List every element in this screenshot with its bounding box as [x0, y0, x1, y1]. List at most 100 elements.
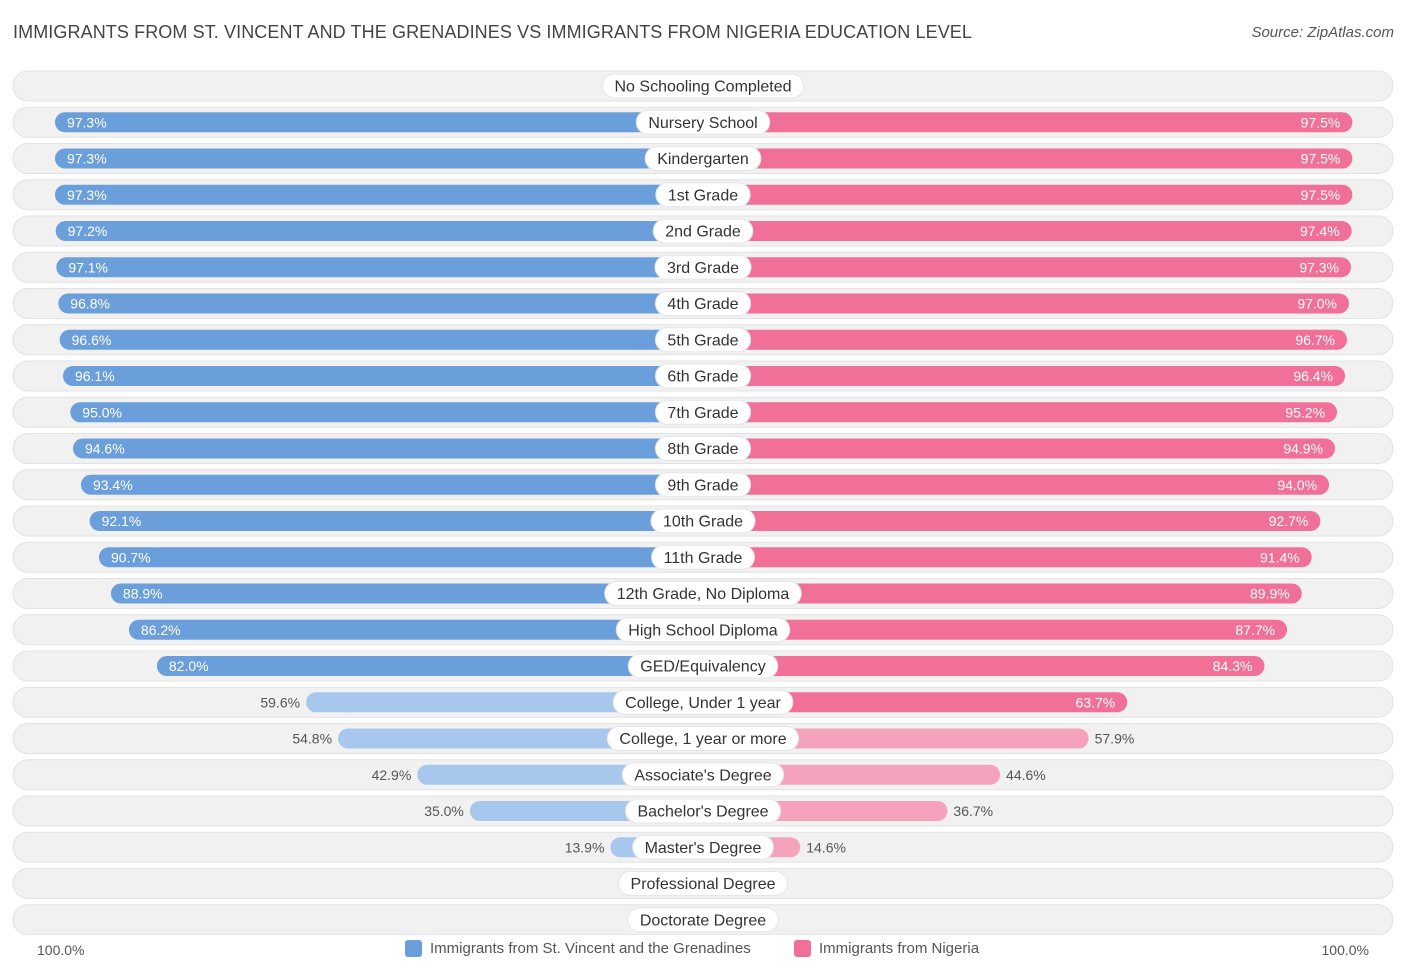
bar-right	[703, 583, 1302, 604]
category-label: 3rd Grade	[667, 260, 739, 277]
category-pill	[606, 726, 800, 751]
category-pill	[651, 544, 755, 570]
category-pill	[627, 907, 779, 933]
category-pill	[627, 653, 779, 679]
value-label-left: 59.6%	[260, 694, 300, 710]
category-pill	[654, 254, 752, 280]
bar-left	[70, 402, 704, 423]
value-label-right: 97.5%	[1301, 151, 1341, 167]
bar-left	[80, 474, 704, 495]
value-label-right: 36.7%	[953, 803, 993, 819]
value-label-left: 96.1%	[75, 368, 115, 384]
category-pill	[652, 218, 754, 244]
bar-right	[703, 619, 1288, 640]
category-pill	[654, 436, 752, 461]
bar-right	[703, 402, 1338, 423]
source-credit: Source: ZipAtlas.com	[1251, 24, 1394, 41]
education-chart: 2.7%2.5%No Schooling Completed97.3%97.5%…	[12, 70, 1394, 935]
bar-right	[703, 257, 1352, 278]
value-label-left: 13.9%	[565, 839, 605, 855]
chart-title: IMMIGRANTS FROM ST. VINCENT AND THE GREN…	[13, 22, 973, 42]
bar-left	[54, 184, 704, 205]
bar-left	[59, 329, 704, 350]
bar-left	[55, 221, 703, 241]
category-label: High School Diploma	[628, 622, 778, 639]
legend-swatch-left	[405, 940, 422, 957]
bar-right	[703, 692, 1128, 713]
bar-right	[703, 148, 1353, 169]
value-label-right: 91.4%	[1260, 549, 1300, 565]
bar-right	[703, 329, 1348, 350]
bar-right	[703, 221, 1352, 241]
value-label-right: 95.2%	[1285, 404, 1325, 420]
category-label: 8th Grade	[667, 441, 738, 458]
value-label-right: 57.9%	[1095, 731, 1135, 747]
bar-left	[156, 656, 703, 676]
category-pill	[654, 472, 752, 498]
bar-right	[703, 547, 1312, 568]
category-label: Bachelor's Degree	[637, 804, 768, 821]
bar-left	[58, 293, 703, 314]
value-label-left: 93.4%	[93, 477, 133, 493]
value-label-left: 88.9%	[123, 586, 163, 602]
value-label-right: 97.0%	[1297, 296, 1337, 312]
value-label-left: 86.2%	[141, 622, 181, 638]
category-pill	[655, 182, 751, 208]
category-label: 12th Grade, No Diploma	[617, 586, 790, 603]
category-label: 1st Grade	[668, 187, 738, 204]
category-pill	[654, 399, 752, 425]
value-label-left: 96.6%	[72, 332, 112, 348]
category-pill	[654, 291, 752, 316]
value-label-left: 97.3%	[67, 114, 107, 130]
value-label-right: 97.3%	[1299, 259, 1339, 275]
bar-right	[703, 184, 1353, 205]
value-label-right: 87.7%	[1235, 622, 1275, 638]
value-label-right: 63.7%	[1076, 694, 1116, 710]
category-label: 4th Grade	[667, 296, 738, 313]
value-label-left: 90.7%	[111, 549, 151, 565]
legend-label-right: Immigrants from Nigeria	[819, 940, 980, 957]
value-label-right: 94.0%	[1277, 477, 1317, 493]
value-label-left: 97.3%	[67, 187, 107, 203]
category-pill	[654, 363, 752, 389]
category-label: No Schooling Completed	[615, 79, 792, 96]
value-label-right: 84.3%	[1213, 658, 1253, 674]
bar-right	[703, 656, 1265, 676]
bar-left	[306, 692, 703, 713]
category-label: College, Under 1 year	[625, 695, 781, 712]
bar-left	[72, 438, 704, 459]
bar-right	[703, 438, 1336, 459]
category-pill	[650, 508, 756, 534]
bar-left	[128, 619, 703, 640]
legend-item-left: Immigrants from St. Vincent and the Gren…	[405, 940, 751, 957]
category-pill	[624, 798, 782, 824]
value-label-left: 35.0%	[424, 803, 464, 819]
value-label-right: 44.6%	[1006, 767, 1046, 783]
value-label-right: 96.7%	[1295, 332, 1335, 348]
value-label-left: 95.0%	[82, 404, 122, 420]
value-label-left: 96.8%	[70, 296, 110, 312]
category-label: Nursery School	[648, 115, 757, 132]
axis-label-right: 100.0%	[1321, 942, 1369, 958]
bar-left	[54, 112, 704, 133]
value-label-right: 94.9%	[1283, 441, 1323, 457]
bar-right	[703, 728, 1089, 749]
value-label-left: 82.0%	[169, 658, 209, 674]
category-label: Professional Degree	[631, 876, 776, 893]
value-label-right: 14.6%	[806, 839, 846, 855]
category-label: 2nd Grade	[665, 224, 741, 241]
category-pill	[615, 617, 791, 643]
axis-label-left: 100.0%	[37, 942, 85, 958]
legend-label-left: Immigrants from St. Vincent and the Gren…	[430, 940, 751, 957]
value-label-left: 54.8%	[292, 731, 332, 747]
value-label-right: 97.5%	[1301, 114, 1341, 130]
category-label: 5th Grade	[667, 332, 738, 349]
category-pill	[644, 146, 762, 171]
value-label-right: 92.7%	[1269, 513, 1309, 529]
value-label-left: 42.9%	[372, 767, 412, 783]
category-label: Doctorate Degree	[640, 912, 766, 929]
bar-right	[703, 474, 1330, 495]
bar-left	[62, 366, 703, 386]
bar-right	[703, 112, 1353, 133]
category-pill	[621, 762, 785, 788]
